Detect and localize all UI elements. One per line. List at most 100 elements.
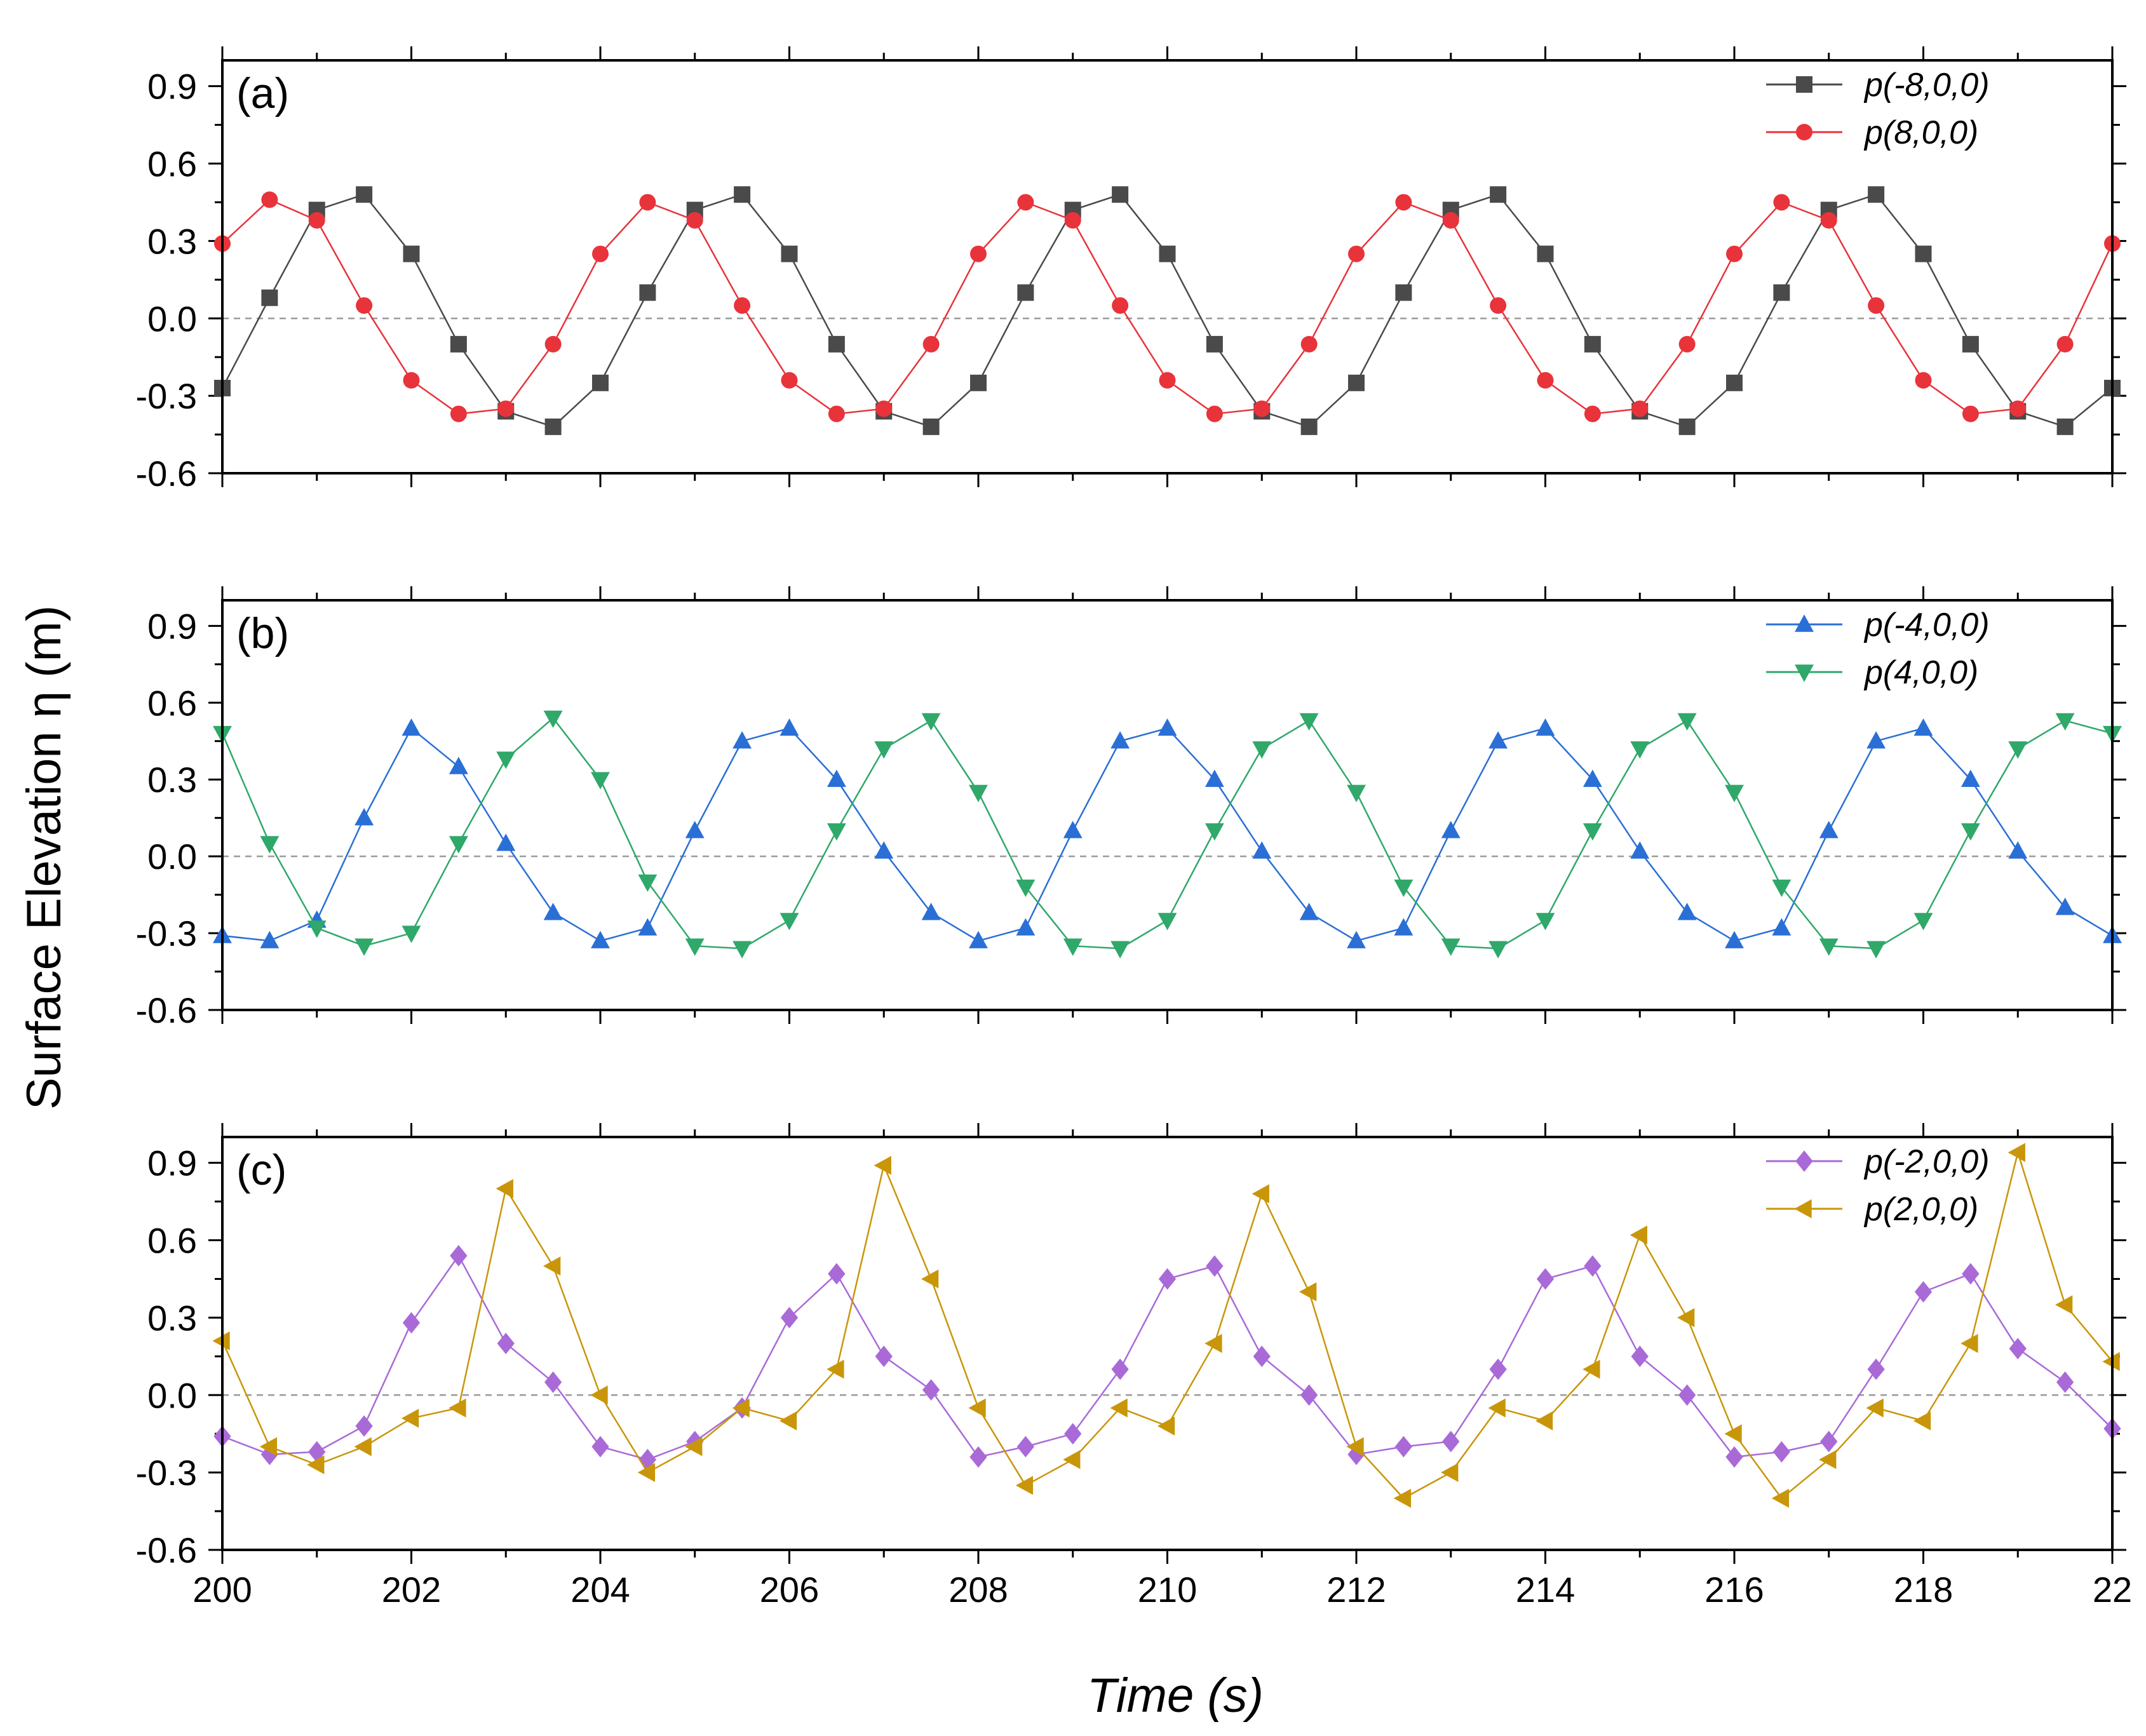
- legend-label: p(8,0,0): [1863, 114, 1978, 151]
- x-tick-label: 218: [1894, 1570, 1953, 1610]
- data-point: [828, 335, 845, 353]
- data-point: [875, 1345, 893, 1368]
- data-point: [1110, 1398, 1128, 1418]
- panel-2: -0.6 -0.3 0.0 0.3 0.6 0.9 (b) p(-4,0,0) p(4,0,0): [136, 586, 2126, 1030]
- data-point: [922, 335, 940, 353]
- data-point: [402, 1312, 421, 1334]
- y-tick-labels: -0.6 -0.3 0.0 0.3 0.6 0.9: [136, 67, 198, 494]
- x-tick-label: 214: [1516, 1570, 1575, 1610]
- data-point: [1393, 1488, 1412, 1508]
- data-point: [1535, 718, 1555, 736]
- data-point: [1157, 718, 1177, 736]
- x-tick-label: 200: [192, 1570, 252, 1610]
- data-point: [1960, 1334, 1978, 1353]
- series-p(2,0,0): [212, 1143, 2120, 1508]
- data-point: [496, 833, 516, 851]
- data-point: [781, 372, 798, 389]
- data-point: [355, 1415, 373, 1437]
- data-point: [685, 938, 705, 956]
- data-point: [1866, 1398, 1884, 1418]
- data-point: [827, 1359, 844, 1379]
- y-tick-label: -0.3: [136, 376, 198, 416]
- data-point: [543, 710, 563, 729]
- data-point: [922, 418, 940, 435]
- data-point: [1017, 284, 1034, 301]
- legend-marker: [1795, 1150, 1813, 1172]
- data-point: [449, 836, 468, 854]
- data-point: [260, 836, 280, 854]
- data-point: [921, 1269, 939, 1289]
- data-point: [1772, 879, 1792, 898]
- data-point: [1394, 879, 1414, 898]
- data-point: [969, 784, 988, 802]
- data-point: [449, 757, 468, 774]
- data-point: [1016, 918, 1036, 936]
- data-point: [1868, 297, 1885, 314]
- data-point: [1820, 1430, 1838, 1453]
- data-point: [2055, 898, 2075, 915]
- data-point: [1064, 212, 1081, 229]
- data-point: [1724, 1424, 1742, 1444]
- ticks: [208, 1123, 2126, 1564]
- x-tick-labels: 200 202 204 206 208 210 212 214 216 218 22: [192, 1570, 2132, 1610]
- panel-tag: (b): [236, 609, 289, 657]
- y-tick-label: 0.3: [147, 221, 197, 261]
- data-point: [1726, 245, 1743, 262]
- data-point: [685, 821, 705, 838]
- data-point: [734, 297, 751, 314]
- data-point: [1678, 1384, 1696, 1406]
- data-point: [1252, 1184, 1269, 1204]
- data-point: [403, 245, 420, 262]
- y-tick-label: 0.0: [147, 1375, 197, 1415]
- data-point: [1158, 1268, 1177, 1290]
- data-point: [354, 938, 374, 956]
- data-point: [1537, 245, 1554, 262]
- x-tick-label: 212: [1326, 1570, 1386, 1610]
- legend: p(-2,0,0) p(2,0,0): [1766, 1143, 1990, 1228]
- data-point: [1348, 374, 1365, 391]
- plot-frame: [221, 599, 2114, 1011]
- data-point: [1300, 418, 1318, 435]
- data-point: [1157, 913, 1177, 931]
- y-tick-label: -0.3: [136, 1453, 198, 1493]
- data-point: [1159, 372, 1176, 389]
- data-point: [734, 186, 751, 203]
- data-point: [874, 741, 894, 759]
- series-line: [221, 193, 2113, 428]
- data-point: [1347, 931, 1366, 948]
- data-point: [1490, 297, 1507, 314]
- data-point: [1726, 374, 1743, 391]
- data-point: [307, 1455, 325, 1474]
- data-point: [1442, 1430, 1460, 1453]
- data-point: [1016, 879, 1036, 898]
- legend: p(-4,0,0) p(4,0,0): [1766, 607, 1990, 691]
- data-point: [1913, 913, 1933, 931]
- data-point: [592, 245, 609, 262]
- data-point: [732, 941, 752, 959]
- data-point: [544, 1371, 562, 1393]
- data-point: [874, 841, 894, 859]
- data-point: [1631, 1345, 1649, 1368]
- data-point: [1677, 903, 1697, 920]
- data-point: [2008, 1143, 2025, 1162]
- legend-marker: [1796, 124, 1812, 140]
- data-point: [543, 1256, 561, 1276]
- data-point: [1395, 284, 1412, 301]
- data-point: [544, 418, 562, 435]
- series-p(-8,0,0): [214, 186, 2121, 435]
- data-point: [1206, 1255, 1224, 1277]
- legend-label: p(-8,0,0): [1863, 67, 1990, 104]
- data-point: [922, 1379, 940, 1401]
- data-point: [544, 335, 562, 353]
- y-tick-label: 0.3: [147, 1298, 197, 1338]
- y-tick-labels: -0.6 -0.3 0.0 0.3 0.6 0.9: [136, 1143, 198, 1570]
- data-point: [1537, 372, 1554, 389]
- data-point: [1206, 335, 1223, 353]
- panel-tag: (c): [236, 1146, 287, 1194]
- data-point: [970, 245, 987, 262]
- data-point: [1868, 186, 1885, 203]
- data-point: [779, 1411, 797, 1430]
- x-tick-label: 206: [760, 1570, 819, 1610]
- data-point: [968, 1398, 986, 1418]
- data-point: [592, 374, 609, 391]
